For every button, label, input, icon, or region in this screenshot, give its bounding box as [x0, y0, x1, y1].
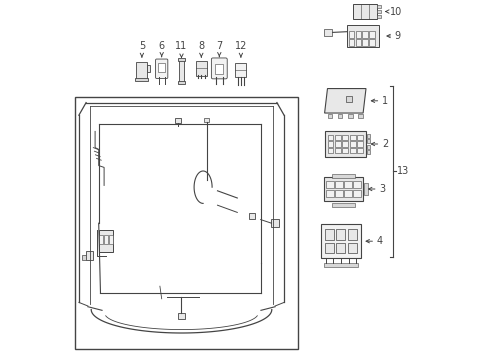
Bar — [327, 141, 333, 147]
Text: 7: 7 — [216, 41, 222, 51]
Bar — [348, 39, 353, 46]
Bar — [345, 96, 351, 102]
Bar — [324, 263, 357, 267]
Bar — [135, 78, 148, 81]
Bar — [196, 61, 206, 76]
Bar — [86, 251, 93, 260]
Bar — [331, 203, 355, 207]
Bar — [366, 134, 369, 138]
Text: 11: 11 — [175, 41, 187, 51]
Bar — [158, 63, 164, 72]
FancyBboxPatch shape — [211, 58, 227, 79]
Bar — [353, 190, 360, 197]
Bar — [327, 135, 333, 140]
Bar — [336, 229, 345, 240]
Bar — [248, 213, 254, 219]
Bar — [349, 141, 355, 147]
Bar — [342, 141, 347, 147]
Bar — [321, 224, 360, 258]
Bar — [327, 148, 333, 153]
Bar — [271, 219, 278, 227]
Bar — [179, 60, 183, 82]
Bar — [326, 190, 333, 197]
Text: 13: 13 — [396, 166, 408, 176]
FancyBboxPatch shape — [155, 59, 167, 78]
Bar — [334, 135, 340, 140]
Bar — [366, 139, 369, 143]
Bar — [335, 190, 342, 197]
Bar — [136, 62, 147, 79]
Bar — [353, 181, 360, 188]
Bar — [75, 97, 298, 349]
Bar — [324, 131, 365, 157]
Bar — [215, 64, 223, 74]
Bar — [178, 81, 184, 84]
Bar — [109, 235, 113, 244]
Bar — [349, 135, 355, 140]
Bar — [356, 141, 363, 147]
Bar — [356, 135, 363, 140]
Bar — [331, 174, 355, 178]
Bar — [325, 243, 333, 253]
Bar — [355, 39, 360, 46]
Bar — [323, 177, 363, 201]
Bar — [376, 10, 380, 13]
Bar — [325, 229, 333, 240]
Bar — [342, 135, 347, 140]
Text: 6: 6 — [158, 41, 164, 51]
Bar — [324, 29, 332, 36]
Bar — [356, 148, 363, 153]
Text: 12: 12 — [234, 41, 246, 51]
Bar — [346, 25, 379, 47]
Bar — [353, 4, 376, 19]
Text: 2: 2 — [381, 139, 387, 149]
Bar — [376, 5, 380, 8]
Bar — [368, 39, 374, 46]
Bar — [362, 31, 367, 38]
Bar — [178, 58, 184, 61]
Bar — [204, 118, 209, 122]
Text: 4: 4 — [376, 236, 382, 246]
Bar — [175, 118, 181, 123]
Bar — [366, 150, 369, 154]
Polygon shape — [324, 89, 365, 113]
Bar — [355, 31, 360, 38]
Bar — [326, 181, 333, 188]
Bar — [366, 145, 369, 149]
Bar — [327, 114, 331, 118]
Text: 5: 5 — [139, 41, 145, 51]
Bar — [334, 148, 340, 153]
Bar — [348, 31, 353, 38]
Bar — [337, 114, 342, 118]
Text: 8: 8 — [198, 41, 204, 51]
Bar — [336, 243, 345, 253]
Bar — [178, 313, 185, 319]
Bar — [349, 148, 355, 153]
Bar — [363, 183, 367, 195]
Bar — [99, 230, 113, 252]
Bar — [344, 181, 351, 188]
Bar — [368, 31, 374, 38]
Bar — [347, 114, 352, 118]
Bar — [342, 148, 347, 153]
Bar — [82, 255, 86, 260]
Bar — [104, 235, 108, 244]
Text: 1: 1 — [381, 96, 387, 106]
Bar — [99, 235, 103, 244]
Bar — [376, 15, 380, 18]
Bar — [347, 243, 356, 253]
Text: 10: 10 — [389, 6, 402, 17]
Bar — [344, 190, 351, 197]
Text: 3: 3 — [378, 184, 385, 194]
Bar — [335, 181, 342, 188]
Bar — [358, 114, 362, 118]
Text: 9: 9 — [393, 31, 399, 41]
Bar — [146, 65, 149, 72]
Bar — [347, 229, 356, 240]
Bar — [362, 39, 367, 46]
Bar — [334, 141, 340, 147]
Bar — [235, 63, 246, 77]
